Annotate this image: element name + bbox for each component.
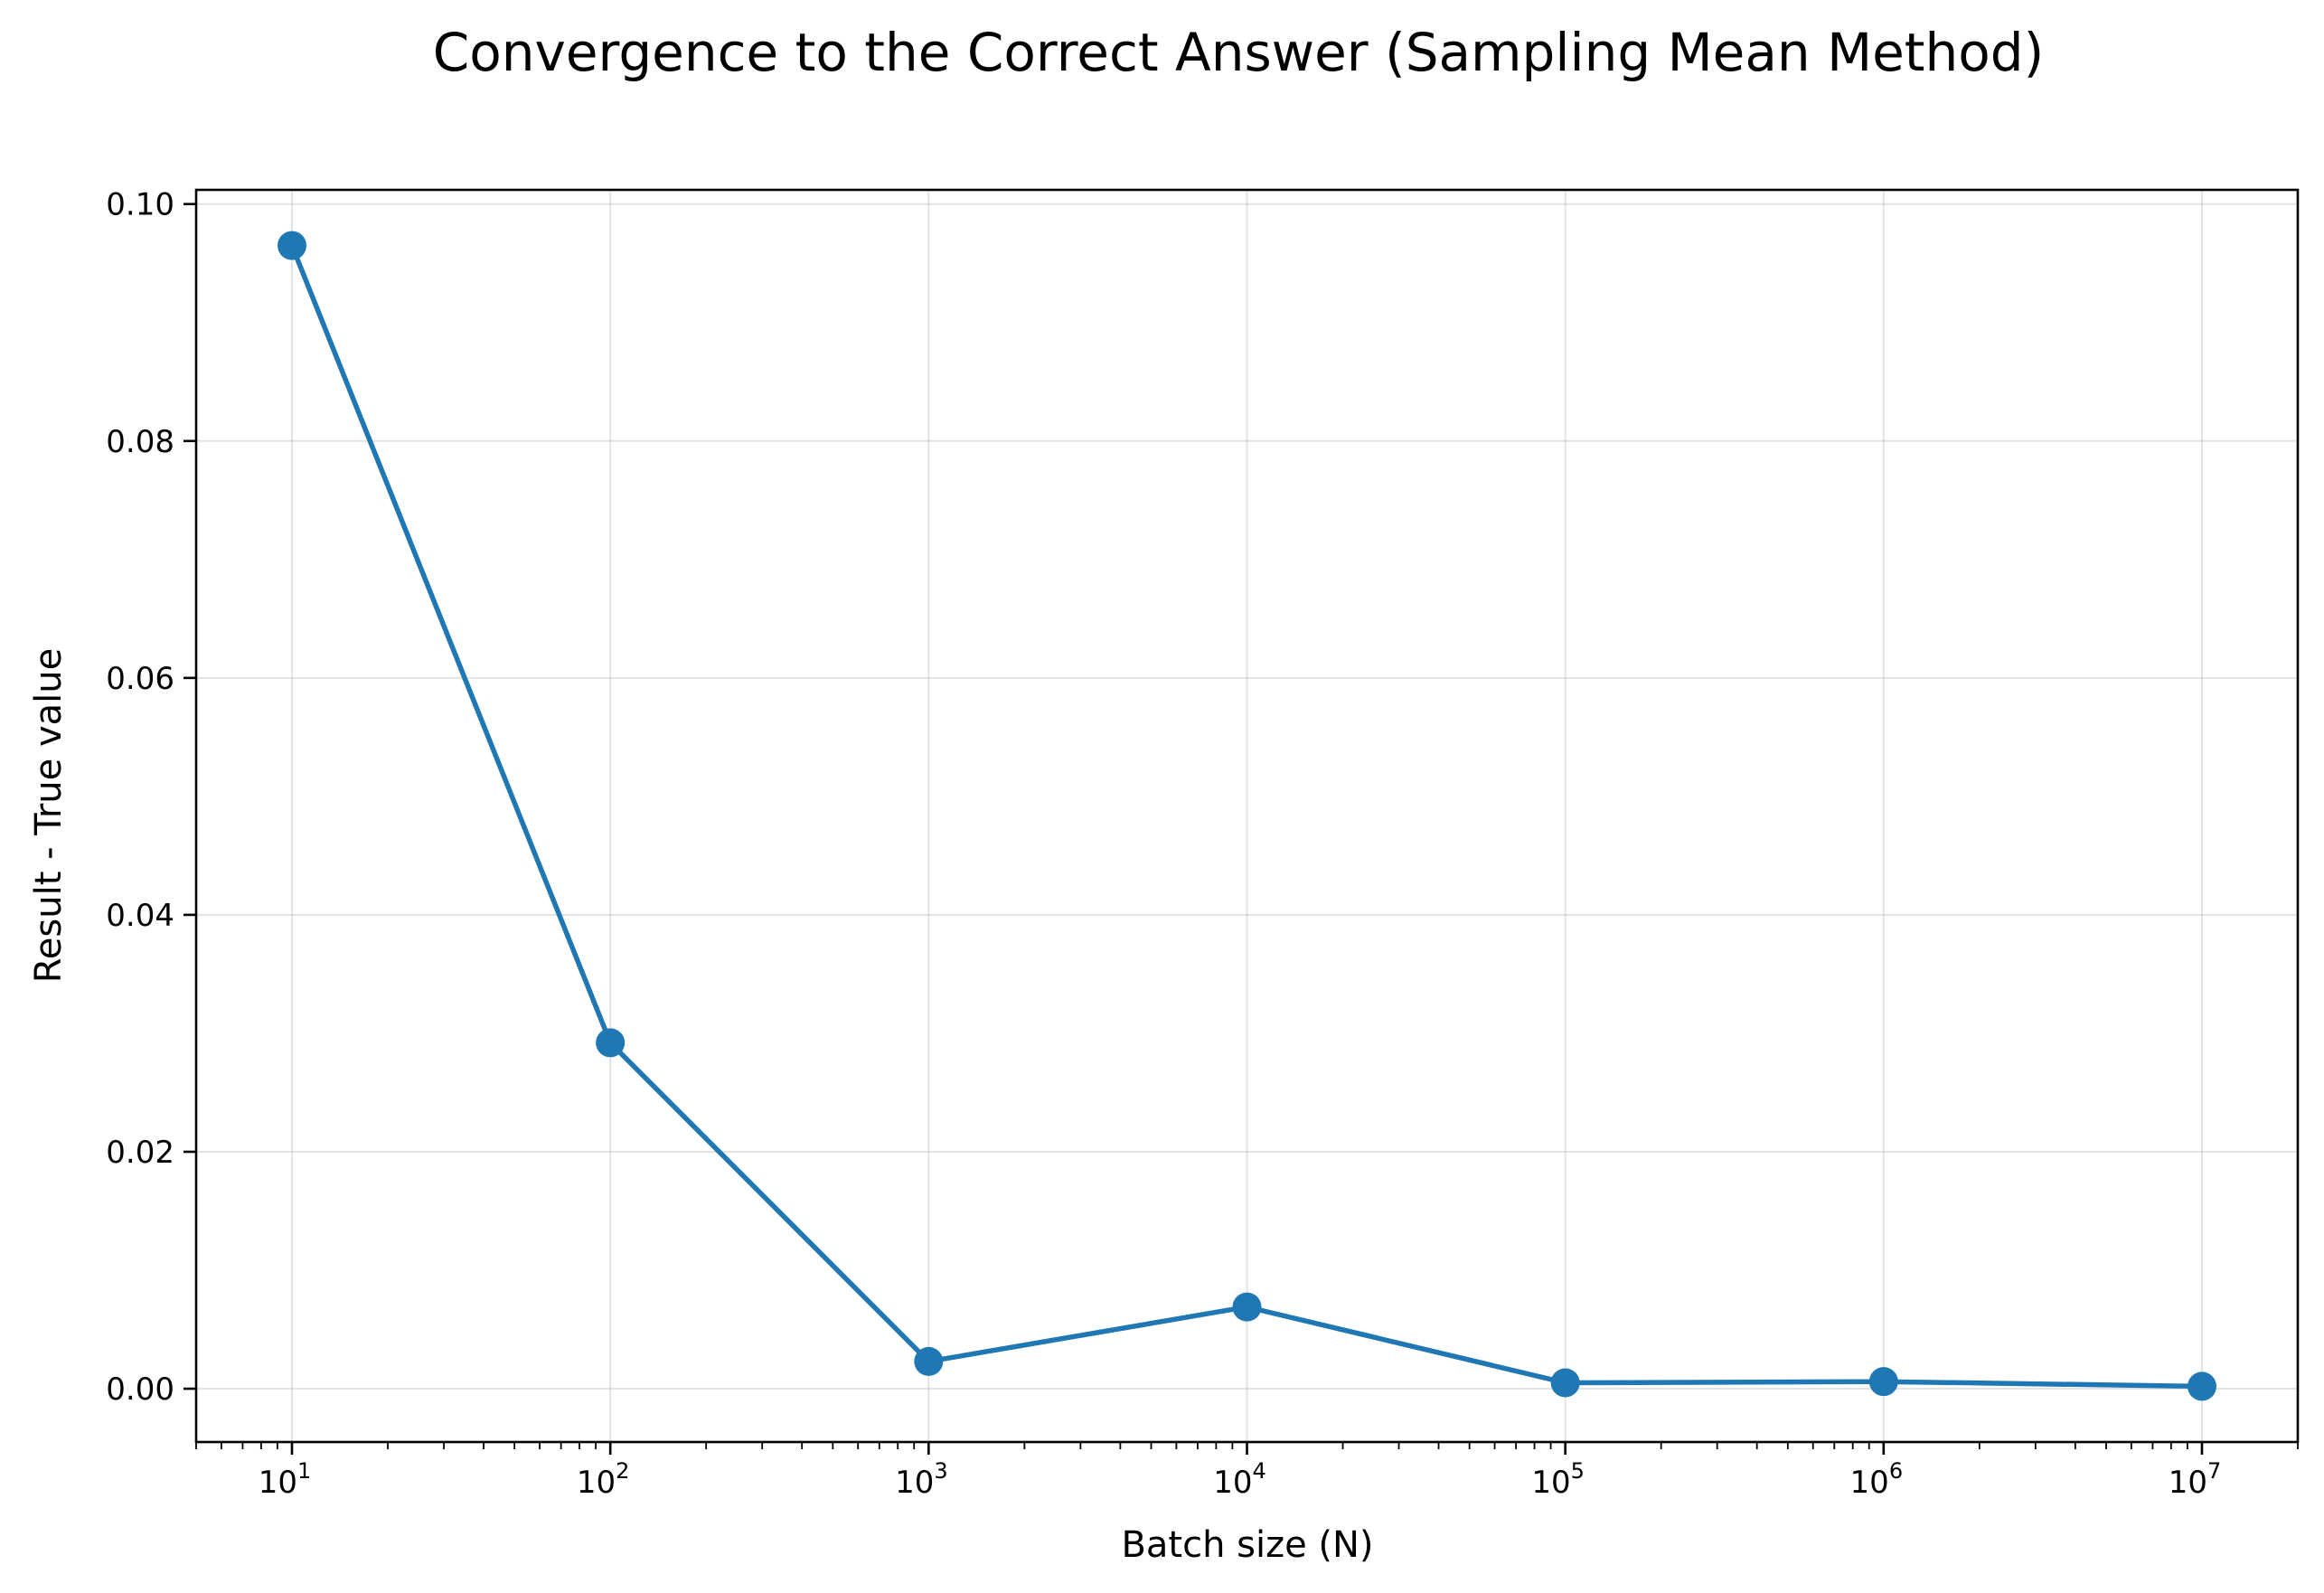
series-group — [278, 231, 2216, 1401]
x-axis-label: Batch size (N) — [1121, 1524, 1373, 1566]
y-tick-label: 0.00 — [106, 1371, 174, 1408]
data-point — [1550, 1368, 1580, 1398]
y-tick-label: 0.02 — [106, 1135, 174, 1171]
plot-frame — [194, 188, 2300, 1444]
x-tick-label: 101 — [259, 1458, 312, 1501]
x-tick-label: 106 — [1850, 1458, 1904, 1501]
y-tick-label: 0.06 — [106, 661, 174, 697]
data-point — [278, 231, 307, 260]
y-tick-label: 0.08 — [106, 424, 174, 460]
data-point — [1868, 1367, 1898, 1397]
x-axis-ticks: 101 102 103 104 105 106 107 — [259, 1442, 2222, 1501]
chart-title: Convergence to the Correct Answer (Sampl… — [433, 22, 2044, 83]
y-tick-label: 0.10 — [106, 187, 174, 223]
data-point — [2187, 1371, 2216, 1401]
y-axis-ticks: 0.00 0.02 0.04 0.06 0.08 0.10 — [106, 187, 196, 1408]
y-tick-label: 0.04 — [106, 898, 174, 934]
data-point — [1232, 1292, 1262, 1322]
x-tick-label: 104 — [1213, 1458, 1266, 1501]
x-tick-label: 105 — [1531, 1458, 1585, 1501]
y-axis-label: Result - True value — [28, 648, 70, 983]
data-point — [596, 1028, 626, 1058]
grid-lines — [196, 190, 2298, 1442]
data-point — [914, 1346, 944, 1376]
x-tick-label: 107 — [2169, 1458, 2222, 1501]
x-minor-ticks — [195, 1442, 2299, 1449]
x-tick-label: 102 — [577, 1458, 630, 1501]
x-tick-label: 103 — [895, 1458, 948, 1501]
